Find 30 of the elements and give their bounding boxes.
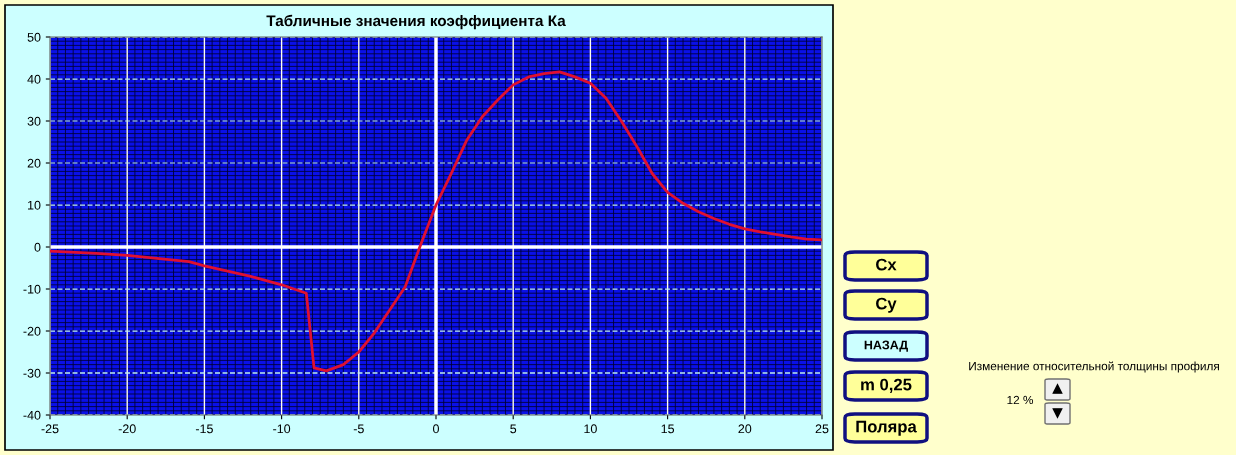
x-tick-label: 0 <box>433 424 439 434</box>
y-tick-label: 10 <box>28 200 41 210</box>
y-tick-label: -20 <box>23 326 41 336</box>
x-tick-label: -5 <box>353 424 364 434</box>
y-tick-label: 40 <box>27 74 41 84</box>
text: m 0,25 <box>861 378 912 393</box>
x-tick-label: 25 <box>815 424 829 434</box>
text: Cx <box>876 258 897 271</box>
y-tick-label: 30 <box>27 116 41 126</box>
text: Изменение относительной толщины профиля <box>969 361 1219 373</box>
y-tick-label: -10 <box>23 284 41 294</box>
text: НАЗАД <box>864 340 908 352</box>
x-tick-label: -20 <box>118 424 136 434</box>
x-tick-label: 10 <box>584 424 597 434</box>
chart-title: Табличные значения коэффициента Ка <box>266 14 566 30</box>
x-tick-label: -25 <box>41 424 59 434</box>
y-tick-label: -40 <box>23 410 41 420</box>
y-tick-label: 20 <box>27 158 41 168</box>
text: 12 % <box>1007 395 1034 405</box>
y-tick-label: -30 <box>23 368 41 378</box>
x-tick-label: -10 <box>273 424 291 434</box>
line-series <box>50 70 822 373</box>
text: Поляра <box>856 420 917 436</box>
x-tick-label: 20 <box>738 424 752 434</box>
y-tick-label: 0 <box>34 242 41 252</box>
x-tick-label: 5 <box>510 424 517 434</box>
text: Cy <box>876 297 897 313</box>
y-tick-label: 50 <box>27 32 41 42</box>
x-tick-label: -15 <box>195 424 213 434</box>
x-tick-label: 15 <box>661 424 675 434</box>
